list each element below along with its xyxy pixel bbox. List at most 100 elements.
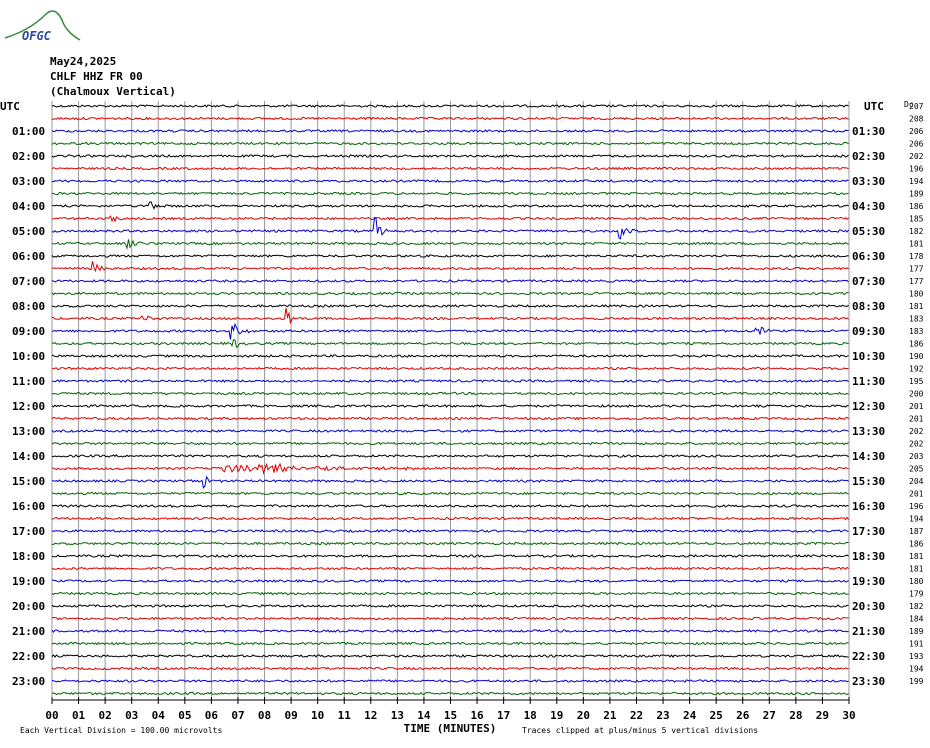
date: May24,2025 — [50, 55, 116, 68]
trace — [51, 504, 849, 508]
x-tick-label: 07 — [231, 709, 244, 722]
trace — [51, 679, 849, 683]
half-hour-label: 20:30 — [852, 600, 885, 613]
dc-value: 205 — [909, 465, 924, 474]
half-hour-label: 14:30 — [852, 450, 885, 463]
x-tick-label: 28 — [789, 709, 802, 722]
trace — [51, 454, 849, 458]
station: CHLF HHZ FR 00 — [50, 70, 143, 83]
trace — [51, 366, 849, 371]
dc-value: 195 — [909, 377, 924, 386]
trace — [51, 129, 849, 133]
dc-value: 196 — [909, 165, 924, 174]
trace — [51, 179, 849, 183]
trace — [51, 516, 849, 521]
half-hour-label: 13:30 — [852, 425, 885, 438]
hour-label: 20:00 — [12, 600, 45, 613]
trace — [51, 529, 849, 533]
dc-value: 202 — [909, 152, 924, 161]
x-tick-label: 25 — [710, 709, 723, 722]
trace — [51, 279, 849, 283]
logo: OFGC — [4, 10, 81, 43]
trace — [51, 641, 849, 646]
x-tick-label: 09 — [284, 709, 297, 722]
dc-value: 191 — [909, 640, 924, 649]
dc-value: 183 — [909, 315, 924, 324]
dc-value: 177 — [909, 265, 924, 274]
trace — [51, 591, 849, 596]
half-hour-label: 02:30 — [852, 150, 885, 163]
trace — [51, 379, 849, 383]
half-hour-label: 08:30 — [852, 300, 885, 313]
dc-value: 189 — [909, 627, 924, 636]
x-tick-label: 12 — [364, 709, 377, 722]
hour-label: 17:00 — [12, 525, 45, 538]
dc-value: 208 — [909, 115, 924, 124]
x-tick-label: 26 — [736, 709, 750, 722]
x-tick-label: 16 — [470, 709, 484, 722]
trace — [51, 554, 849, 558]
half-hour-label: 10:30 — [852, 350, 885, 363]
dc-value: 206 — [909, 140, 924, 149]
trace — [51, 191, 849, 196]
x-tick-label: 24 — [683, 709, 697, 722]
trace — [51, 654, 849, 658]
footer-scale: Each Vertical Division = 100.00 microvol… — [20, 726, 222, 735]
hour-label: 08:00 — [12, 300, 45, 313]
trace — [51, 691, 849, 696]
x-tick-label: 05 — [178, 709, 191, 722]
half-hour-label: 19:30 — [852, 575, 885, 588]
hour-label: 01:00 — [12, 125, 45, 138]
dc-value: 206 — [909, 127, 924, 136]
dc-value: 196 — [909, 502, 924, 511]
dc-value: 182 — [909, 602, 924, 611]
left-axis-title: UTC — [0, 100, 20, 113]
trace — [51, 475, 849, 489]
hour-label: 11:00 — [12, 375, 45, 388]
half-hour-label: 04:30 — [852, 200, 885, 213]
x-tick-label: 03 — [125, 709, 138, 722]
hour-label: 07:00 — [12, 275, 45, 288]
dc-value: 187 — [909, 527, 924, 536]
hour-label: 19:00 — [12, 575, 45, 588]
dc-value: 201 — [909, 490, 924, 499]
trace — [51, 491, 849, 496]
right-axis-title: UTC — [864, 100, 884, 113]
half-hour-label: 23:30 — [852, 675, 885, 688]
trace — [51, 215, 849, 223]
hour-label: 12:00 — [12, 400, 45, 413]
dc-value: 194 — [909, 177, 924, 186]
dc-value: 177 — [909, 277, 924, 286]
x-tick-label: 19 — [550, 709, 563, 722]
dc-value: 202 — [909, 440, 924, 449]
x-axis-title: TIME (MINUTES) — [404, 722, 497, 735]
x-tick-label: 14 — [417, 709, 431, 722]
trace — [51, 239, 849, 251]
trace — [51, 541, 849, 546]
hour-label: 06:00 — [12, 250, 45, 263]
half-hour-label: 09:30 — [852, 325, 885, 338]
footer-clip: Traces clipped at plus/minus 5 vertical … — [522, 726, 758, 735]
x-tick-label: 21 — [603, 709, 617, 722]
trace — [51, 616, 849, 621]
x-tick-label: 22 — [630, 709, 643, 722]
hour-label: 16:00 — [12, 500, 45, 513]
hour-label: 02:00 — [12, 150, 45, 163]
hour-label: 21:00 — [12, 625, 45, 638]
dc-value: 186 — [909, 540, 924, 549]
dc-value: 181 — [909, 240, 924, 249]
dc-value: 183 — [909, 327, 924, 336]
half-hour-label: 17:30 — [852, 525, 885, 538]
half-hour-label: 07:30 — [852, 275, 885, 288]
trace — [51, 261, 849, 273]
dc-value: 202 — [909, 427, 924, 436]
hour-label: 13:00 — [12, 425, 45, 438]
trace — [51, 416, 849, 421]
trace — [51, 217, 849, 240]
hour-label: 03:00 — [12, 175, 45, 188]
x-tick-label: 15 — [444, 709, 457, 722]
half-hour-label: 16:30 — [852, 500, 885, 513]
x-tick-label: 27 — [763, 709, 776, 722]
location: (Chalmoux Vertical) — [50, 85, 176, 98]
